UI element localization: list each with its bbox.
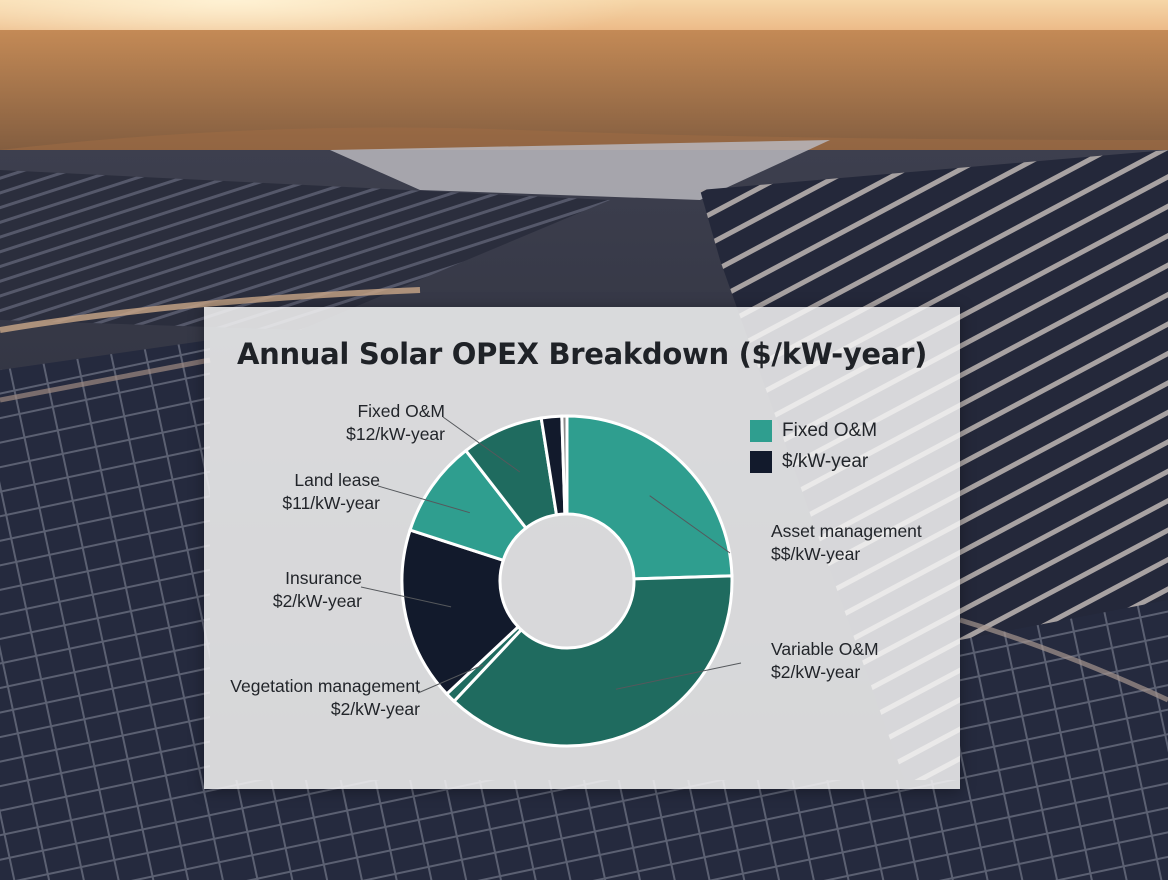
- pie-slice: [400, 528, 521, 697]
- leader-line: [615, 662, 742, 690]
- leader-line: [649, 495, 731, 554]
- legend-label: Fixed O&M: [782, 419, 878, 441]
- leader-line: [360, 586, 452, 608]
- slice-value-label: $12/kW-year: [346, 424, 445, 444]
- leader-line: [417, 664, 484, 694]
- legend-label: $/kW-year: [782, 450, 869, 472]
- chart-panel: Asset management $$/kW-year Variable O&M $2…: [204, 307, 960, 789]
- donut-chart: Asset management $$/kW-year Variable O&M $2…: [230, 401, 922, 748]
- slice-value-label: $2/kW-year: [273, 591, 362, 611]
- slice-label: Variable O&M: [771, 639, 879, 659]
- slice-label: Insurance: [285, 568, 362, 588]
- slice-label: Vegetation management: [230, 676, 420, 696]
- slice-value-label: $$/kW-year: [771, 544, 860, 564]
- legend-item: $/kW-year: [750, 446, 877, 477]
- leader-line: [377, 485, 470, 514]
- pie-slice: [560, 414, 569, 516]
- legend-swatch: [750, 419, 772, 442]
- pie-slice: [565, 414, 734, 581]
- chart-legend: Fixed O&M $/kW-year: [750, 415, 877, 477]
- legend-item: Fixed O&M: [750, 415, 877, 446]
- slice-label: Asset management: [771, 521, 922, 541]
- pie-slice: [451, 574, 734, 748]
- slice-label: Land lease: [294, 470, 380, 490]
- slice-label: Fixed O&M: [357, 401, 445, 421]
- slice-value-label: $11/kW-year: [282, 493, 380, 513]
- slice-value-label: $2/kW-year: [331, 699, 420, 719]
- chart-title: Annual Solar OPEX Breakdown ($/kW-year): [236, 337, 928, 371]
- leader-line: [442, 416, 521, 473]
- legend-swatch: [750, 450, 772, 473]
- slice-value-label: $2/kW-year: [771, 662, 860, 682]
